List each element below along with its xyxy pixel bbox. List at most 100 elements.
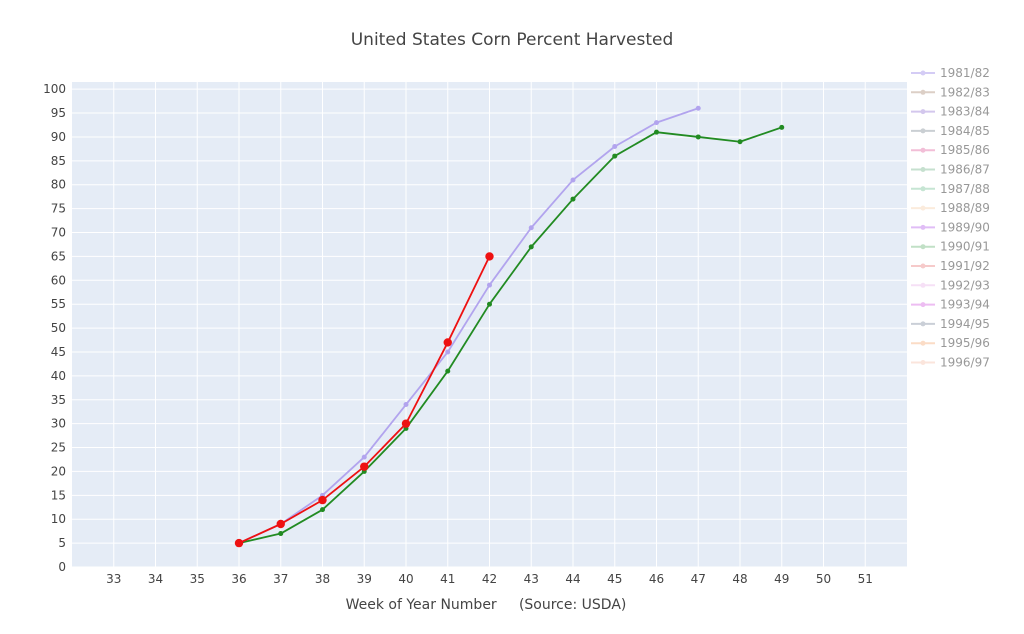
legend-item[interactable]: 1989/90 (911, 220, 990, 234)
x-tick-label: 39 (357, 572, 372, 586)
legend-label: 1987/88 (940, 182, 990, 196)
x-tick-label: 51 (858, 572, 873, 586)
legend-item[interactable]: 1991/92 (911, 259, 990, 273)
legend-marker (920, 224, 926, 230)
data-point (361, 454, 367, 460)
x-axis-title: Week of Year Number (Source: USDA) (346, 597, 627, 613)
legend-label: 1996/97 (940, 356, 990, 370)
chart-title: United States Corn Percent Harvested (351, 30, 674, 50)
x-tick-label: 34 (148, 572, 163, 586)
data-point (445, 368, 451, 374)
data-point (318, 495, 327, 505)
legend-marker (920, 70, 926, 76)
legend-label: 1992/93 (940, 278, 990, 292)
legend-marker (920, 205, 926, 211)
legend-item[interactable]: 1995/96 (911, 336, 990, 350)
legend-marker (920, 167, 926, 172)
legend-label: 1989/90 (940, 220, 990, 234)
data-point (612, 153, 618, 159)
data-point (737, 139, 743, 145)
x-tick-label: 37 (273, 572, 288, 586)
y-tick-label: 5 (58, 536, 66, 550)
x-tick-label: 45 (607, 572, 622, 586)
y-tick-label: 65 (51, 249, 66, 263)
legend-marker (920, 109, 926, 115)
y-tick-label: 80 (51, 178, 66, 192)
y-tick-label: 70 (51, 226, 66, 240)
legend-marker (920, 340, 926, 346)
legend-label: 1982/83 (940, 85, 990, 99)
legend-label: 1984/85 (940, 124, 990, 138)
x-tick-label: 47 (691, 572, 706, 586)
y-tick-label: 0 (58, 560, 66, 574)
series-line (238, 126, 783, 544)
legend-label: 1994/95 (940, 317, 990, 331)
data-point (360, 462, 369, 471)
legend-label: 1990/91 (940, 240, 990, 254)
legend-label: 1985/86 (940, 143, 990, 157)
y-tick-label: 15 (51, 488, 66, 502)
x-tick-label: 35 (190, 572, 205, 586)
x-tick-label: 43 (524, 572, 539, 586)
legend-marker (920, 263, 926, 269)
grid (72, 82, 907, 568)
x-tick-label: 33 (106, 572, 121, 586)
y-tick-label: 85 (51, 154, 66, 168)
x-tick-label: 36 (231, 572, 246, 586)
x-tick-label: 44 (565, 572, 580, 586)
y-tick-label: 20 (51, 464, 66, 478)
legend-item[interactable]: 1990/91 (911, 240, 990, 254)
legend-marker (920, 321, 926, 327)
legend-item[interactable]: 1992/93 (911, 278, 990, 292)
legend-item[interactable]: 1993/94 (911, 298, 990, 312)
data-point (278, 531, 284, 537)
legend[interactable]: 1981/82 1982/83 1983/84 1984/85 1985/86 1986/… (911, 66, 990, 370)
legend-item[interactable]: 1988/89 (911, 201, 990, 215)
y-tick-label: 75 (51, 202, 66, 216)
y-tick-label: 95 (51, 106, 66, 120)
legend-item[interactable]: 1986/87 (911, 163, 990, 177)
data-point (234, 538, 244, 548)
series-unlabeled-17 (234, 252, 494, 548)
y-tick-label: 25 (51, 441, 66, 455)
x-tick-label: 38 (315, 572, 330, 586)
legend-label: 1991/92 (940, 259, 990, 273)
data-point (487, 301, 492, 307)
x-axis-ticks: 33 34 35 36 37 38 39 40 41 42 43 44 45 46 47 48 49 50 51 (106, 572, 873, 586)
y-tick-label: 50 (51, 321, 66, 335)
y-tick-label: 35 (51, 393, 66, 407)
legend-item[interactable]: 1982/83 (911, 85, 990, 99)
legend-marker (920, 302, 926, 308)
data-point (612, 144, 618, 150)
legend-item[interactable]: 1984/85 (911, 124, 990, 138)
data-point (487, 282, 492, 288)
legend-label: 1986/87 (940, 163, 990, 177)
data-point (654, 129, 659, 135)
y-axis-ticks: 0 5 10 15 20 25 30 35 40 45 50 55 60 65 70 75 80 85 90 95 10… (43, 82, 66, 574)
legend-item[interactable]: 1981/82 (911, 66, 990, 80)
legend-item[interactable]: 1983/84 (911, 105, 990, 119)
legend-marker (920, 244, 926, 250)
legend-label: 1981/82 (940, 66, 990, 80)
data-point (528, 244, 534, 250)
data-point (695, 134, 701, 140)
y-tick-label: 90 (51, 130, 66, 144)
legend-item[interactable]: 1996/97 (911, 356, 990, 370)
legend-item[interactable]: 1994/95 (911, 317, 990, 331)
legend-label: 1983/84 (940, 105, 990, 119)
series-line (238, 107, 699, 544)
data-point (401, 419, 411, 428)
y-tick-label: 100 (43, 82, 66, 96)
legend-marker (920, 128, 926, 134)
legend-item[interactable]: 1987/88 (911, 182, 990, 196)
legend-marker (920, 89, 926, 95)
y-tick-label: 45 (51, 345, 66, 359)
legend-marker (920, 360, 926, 365)
x-tick-label: 40 (398, 572, 413, 586)
data-point (276, 519, 285, 529)
legend-label: 1993/94 (940, 298, 990, 312)
y-tick-label: 10 (51, 512, 66, 526)
legend-item[interactable]: 1985/86 (911, 143, 990, 157)
data-point (403, 402, 409, 408)
